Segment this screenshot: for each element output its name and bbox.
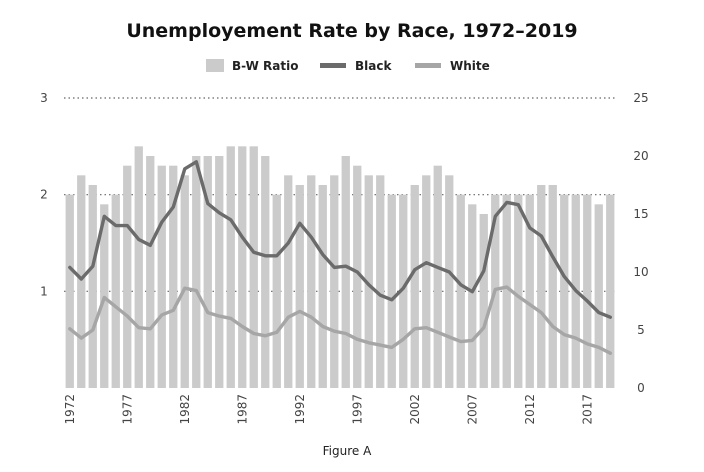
gridlines [64, 97, 616, 292]
bar-b-w-ratio-2001 [399, 194, 408, 388]
line-white [68, 285, 612, 355]
bar-b-w-ratio-1994 [318, 185, 327, 388]
bar-b-w-ratio-2007 [468, 204, 477, 388]
x-tick-label: 1972 [63, 394, 77, 425]
bar-b-w-ratio-1976 [111, 194, 120, 388]
bar-b-w-ratio-2008 [479, 214, 488, 388]
bar-b-w-ratio-1974 [88, 185, 97, 388]
bar-b-w-ratio-2018 [594, 204, 603, 388]
legend-swatch-bw-ratio [206, 59, 224, 72]
bar-b-w-ratio-2004 [433, 165, 442, 388]
bars-bw-ratio [65, 146, 615, 388]
bar-b-w-ratio-2006 [456, 194, 465, 388]
y-right-tick-label: 10 [633, 265, 648, 279]
legend-swatch-black [320, 63, 346, 68]
bar-b-w-ratio-1987 [238, 146, 247, 388]
chart-title: Unemployement Rate by Race, 1972–2019 [126, 20, 577, 42]
y-axis-right: 0 5 10 15 20 25 [633, 91, 648, 395]
bar-b-w-ratio-1989 [261, 156, 270, 388]
bar-b-w-ratio-1984 [203, 156, 212, 388]
y-left-tick-label: 1 [40, 284, 48, 298]
bar-b-w-ratio-1992 [295, 185, 304, 388]
bar-b-w-ratio-1996 [341, 156, 350, 388]
bar-b-w-ratio-1986 [226, 146, 235, 388]
y-right-tick-label: 0 [637, 381, 645, 395]
bar-b-w-ratio-1985 [215, 156, 224, 388]
legend-label-bw-ratio: B-W Ratio [232, 59, 298, 73]
bar-b-w-ratio-1981 [169, 165, 178, 388]
bar-b-w-ratio-1999 [376, 175, 385, 388]
figure-caption: Figure A [323, 444, 372, 458]
x-tick-label: 2017 [580, 394, 594, 425]
bar-b-w-ratio-1972 [65, 194, 74, 388]
legend-label-white: White [450, 59, 490, 73]
legend-item-bw-ratio: B-W Ratio [206, 59, 298, 73]
x-tick-label: 2007 [465, 394, 479, 425]
line-black [68, 160, 612, 319]
bar-b-w-ratio-2010 [502, 194, 511, 388]
y-axis-left: 1 2 3 [40, 91, 48, 298]
bar-b-w-ratio-2005 [445, 175, 454, 388]
bar-b-w-ratio-1982 [180, 175, 189, 388]
bar-b-w-ratio-1978 [134, 146, 143, 388]
legend-item-white: White [415, 59, 490, 73]
bar-b-w-ratio-2002 [410, 185, 419, 388]
bar-b-w-ratio-1983 [192, 156, 201, 388]
y-left-tick-label: 3 [40, 91, 48, 105]
bar-b-w-ratio-2013 [537, 185, 546, 388]
y-left-tick-label: 2 [40, 188, 48, 202]
x-tick-label: 2002 [408, 394, 422, 425]
y-right-tick-label: 5 [637, 323, 645, 337]
legend-label-black: Black [355, 59, 392, 73]
bar-b-w-ratio-1991 [284, 175, 293, 388]
y-right-tick-label: 15 [633, 207, 648, 221]
legend-item-black: Black [320, 59, 392, 73]
x-tick-label: 2012 [523, 394, 537, 425]
bar-b-w-ratio-1993 [307, 175, 316, 388]
y-right-tick-label: 25 [633, 91, 648, 105]
series-lines [68, 160, 612, 355]
bar-b-w-ratio-2015 [560, 194, 569, 388]
bar-b-w-ratio-1980 [157, 165, 166, 388]
bar-b-w-ratio-2017 [583, 194, 592, 388]
bar-b-w-ratio-1973 [77, 175, 86, 388]
legend: B-W Ratio Black White [206, 59, 490, 73]
bar-b-w-ratio-2012 [525, 194, 534, 388]
bar-b-w-ratio-2014 [548, 185, 557, 388]
x-tick-label: 1992 [293, 394, 307, 425]
bar-b-w-ratio-1977 [123, 165, 132, 388]
bar-b-w-ratio-2003 [422, 175, 431, 388]
bar-b-w-ratio-1995 [330, 175, 339, 388]
x-axis: 1972 1977 1982 1987 1992 1997 2002 2007 2012 2017 [63, 394, 595, 425]
bar-b-w-ratio-2019 [606, 194, 615, 388]
x-tick-label: 1997 [350, 394, 364, 425]
bar-b-w-ratio-1979 [146, 156, 155, 388]
bar-b-w-ratio-1990 [272, 194, 281, 388]
bar-b-w-ratio-1988 [249, 146, 258, 388]
legend-swatch-white [415, 63, 441, 68]
x-tick-label: 1982 [178, 394, 192, 425]
y-right-tick-label: 20 [633, 149, 648, 163]
bar-b-w-ratio-1998 [364, 175, 373, 388]
bar-b-w-ratio-1997 [353, 165, 362, 388]
bar-b-w-ratio-2000 [387, 194, 396, 388]
x-tick-label: 1977 [120, 394, 134, 425]
bar-b-w-ratio-2011 [514, 194, 523, 388]
x-tick-label: 1987 [235, 394, 249, 425]
